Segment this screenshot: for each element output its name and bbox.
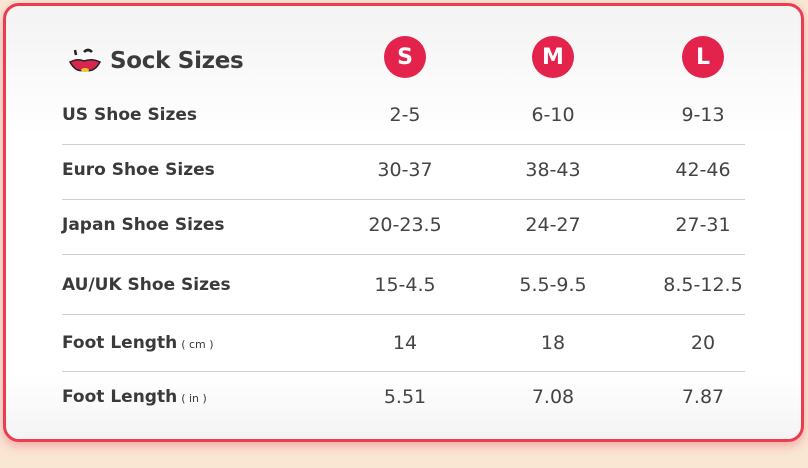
row-divider (62, 314, 745, 315)
size-value: 9-13 (681, 104, 725, 126)
size-value: 38-43 (525, 159, 581, 181)
size-value: 30-37 (377, 159, 433, 181)
size-value: 20-23.5 (368, 214, 442, 236)
row-divider (62, 144, 745, 145)
size-value: 20 (690, 332, 716, 354)
row-divider (62, 371, 745, 372)
row-label: Japan Shoe Sizes (62, 215, 225, 235)
title-text: Sock Sizes (110, 48, 244, 74)
size-value: 42-46 (675, 159, 731, 181)
row-label: Foot Length( in ) (62, 387, 207, 407)
size-value: 24-27 (525, 214, 581, 236)
size-value: 8.5-12.5 (663, 274, 743, 296)
size-value: 18 (540, 332, 566, 354)
size-value: 2-5 (389, 104, 421, 126)
row-unit: ( cm ) (181, 338, 214, 351)
row-label: US Shoe Sizes (62, 105, 197, 125)
size-badge-l: L (682, 36, 724, 78)
size-value: 6-10 (531, 104, 575, 126)
size-value: 15-4.5 (374, 274, 436, 296)
size-value: 7.08 (531, 386, 575, 408)
row-label-text: Foot Length (62, 333, 178, 353)
row-label-text: US Shoe Sizes (62, 105, 198, 125)
size-value: 27-31 (675, 214, 731, 236)
size-value: 14 (392, 332, 418, 354)
chart-title: Sock Sizes (68, 46, 244, 76)
size-badge-s: S (384, 36, 426, 78)
row-label-text: Japan Shoe Sizes (62, 215, 225, 235)
row-label-text: Foot Length (62, 387, 178, 407)
row-label-text: AU/UK Shoe Sizes (62, 275, 231, 295)
row-unit: ( in ) (181, 392, 207, 405)
row-label: AU/UK Shoe Sizes (62, 275, 231, 295)
size-value: 5.5-9.5 (519, 274, 587, 296)
size-badge-m: M (532, 36, 574, 78)
row-label: Euro Shoe Sizes (62, 160, 215, 180)
row-label-text: Euro Shoe Sizes (62, 160, 215, 180)
row-label: Foot Length( cm ) (62, 333, 214, 353)
winking-mouth-icon (68, 48, 102, 72)
row-divider (62, 199, 745, 200)
size-value: 7.87 (681, 386, 725, 408)
size-value: 5.51 (383, 386, 427, 408)
row-divider (62, 254, 745, 255)
